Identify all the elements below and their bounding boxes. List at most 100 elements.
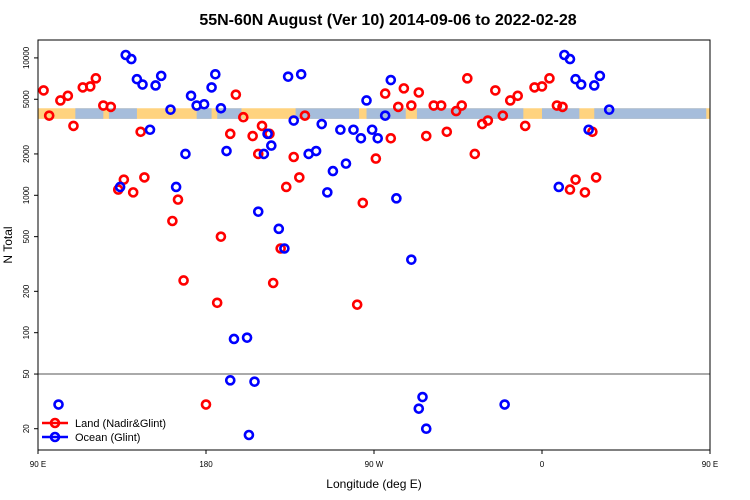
ocean-point — [126, 53, 137, 65]
land-point — [139, 172, 150, 183]
y-tick-label: 1000 — [22, 186, 31, 204]
land-point — [105, 101, 117, 113]
ocean-point — [273, 223, 285, 235]
x-tick-label: 90 E — [702, 460, 718, 469]
band-ocean-segment — [217, 108, 242, 119]
ocean-point — [170, 181, 182, 193]
ocean-point — [150, 80, 161, 91]
land-point — [172, 194, 184, 205]
land-point — [497, 110, 509, 121]
ocean-point — [553, 181, 565, 193]
land-point — [230, 89, 242, 100]
ocean-point — [335, 124, 346, 136]
land-point — [398, 83, 410, 94]
ocean-point — [372, 132, 384, 144]
land-point — [456, 100, 468, 111]
ocean-point — [366, 124, 378, 136]
y-tick-label: 5000 — [22, 90, 31, 108]
ocean-point — [564, 53, 576, 65]
ocean-point — [385, 74, 397, 86]
band-ocean-segment — [366, 108, 406, 119]
y-tick-label: 50 — [22, 369, 31, 378]
ocean-point — [310, 145, 322, 157]
ocean-point — [406, 254, 417, 265]
y-tick-label: 500 — [22, 229, 31, 243]
land-point — [252, 148, 264, 160]
ocean-point — [165, 104, 176, 115]
land-point — [224, 128, 236, 140]
land-point — [441, 126, 453, 138]
band-ocean-segment — [416, 108, 524, 119]
land-point — [127, 187, 139, 198]
land-point — [435, 100, 447, 111]
ocean-point — [603, 104, 615, 115]
ocean-point — [295, 68, 307, 80]
density-band — [38, 108, 710, 119]
legend-label: Land (Nadir&Glint) — [75, 418, 166, 430]
land-point — [570, 174, 581, 185]
land-point — [590, 172, 602, 183]
land-point — [280, 181, 292, 193]
land-point — [167, 215, 178, 227]
ocean-point — [361, 95, 372, 106]
land-point — [68, 120, 79, 132]
band-ocean-segment — [542, 108, 580, 119]
ocean-point — [249, 376, 260, 387]
land-point — [482, 115, 494, 126]
land-point — [379, 88, 391, 99]
ocean-point — [322, 187, 333, 198]
land-point — [564, 184, 576, 195]
land-point — [385, 132, 397, 144]
ocean-point — [144, 124, 156, 136]
land-point — [579, 187, 591, 198]
land-point — [294, 172, 305, 183]
land-point — [62, 90, 74, 102]
land-point — [519, 120, 531, 132]
land-point — [551, 100, 563, 111]
land-point — [288, 151, 300, 163]
land-point — [215, 231, 227, 242]
ocean-point — [210, 68, 221, 80]
y-tick-label: 10000 — [22, 46, 31, 69]
land-point — [211, 297, 223, 309]
legend: Land (Nadir&Glint) Ocean (Glint) — [42, 417, 166, 444]
land-point — [299, 110, 311, 121]
ocean-point — [198, 98, 210, 110]
ocean-point — [355, 132, 367, 144]
ocean-point — [224, 375, 236, 386]
x-tick-label: 90 E — [30, 460, 46, 469]
band-ocean-segment — [75, 108, 104, 119]
ocean-point — [588, 80, 600, 91]
land-point — [462, 73, 473, 84]
land-point — [84, 81, 96, 92]
land-point — [90, 73, 102, 84]
land-point — [370, 153, 382, 164]
ocean-point — [258, 148, 270, 160]
band-ocean-segment — [594, 108, 707, 119]
x-axis-label: Longitude (deg E) — [326, 477, 421, 491]
land-point — [512, 90, 524, 102]
land-point — [504, 95, 516, 106]
land-point — [420, 130, 432, 142]
y-axis-label: N Total — [1, 226, 15, 263]
legend-label: Ocean (Glint) — [75, 432, 140, 444]
ocean-point — [417, 391, 428, 403]
land-point — [357, 197, 369, 209]
land-point — [406, 100, 417, 111]
ocean-point — [206, 82, 217, 93]
ocean-point — [499, 399, 510, 410]
land-point — [178, 275, 189, 286]
ocean-point — [137, 79, 148, 90]
chart-title: 55N-60N August (Ver 10) 2014-09-06 to 20… — [199, 12, 576, 29]
land-point — [413, 87, 425, 98]
land-point — [200, 399, 212, 410]
land-point — [238, 111, 249, 123]
ocean-point — [114, 181, 126, 193]
y-tick-label: 2000 — [22, 144, 31, 162]
ocean-point — [221, 145, 232, 157]
band-ocean-segment — [295, 108, 360, 119]
land-point — [490, 85, 501, 96]
ocean-point — [594, 70, 606, 82]
land-point — [544, 73, 555, 84]
land-point — [38, 85, 49, 96]
